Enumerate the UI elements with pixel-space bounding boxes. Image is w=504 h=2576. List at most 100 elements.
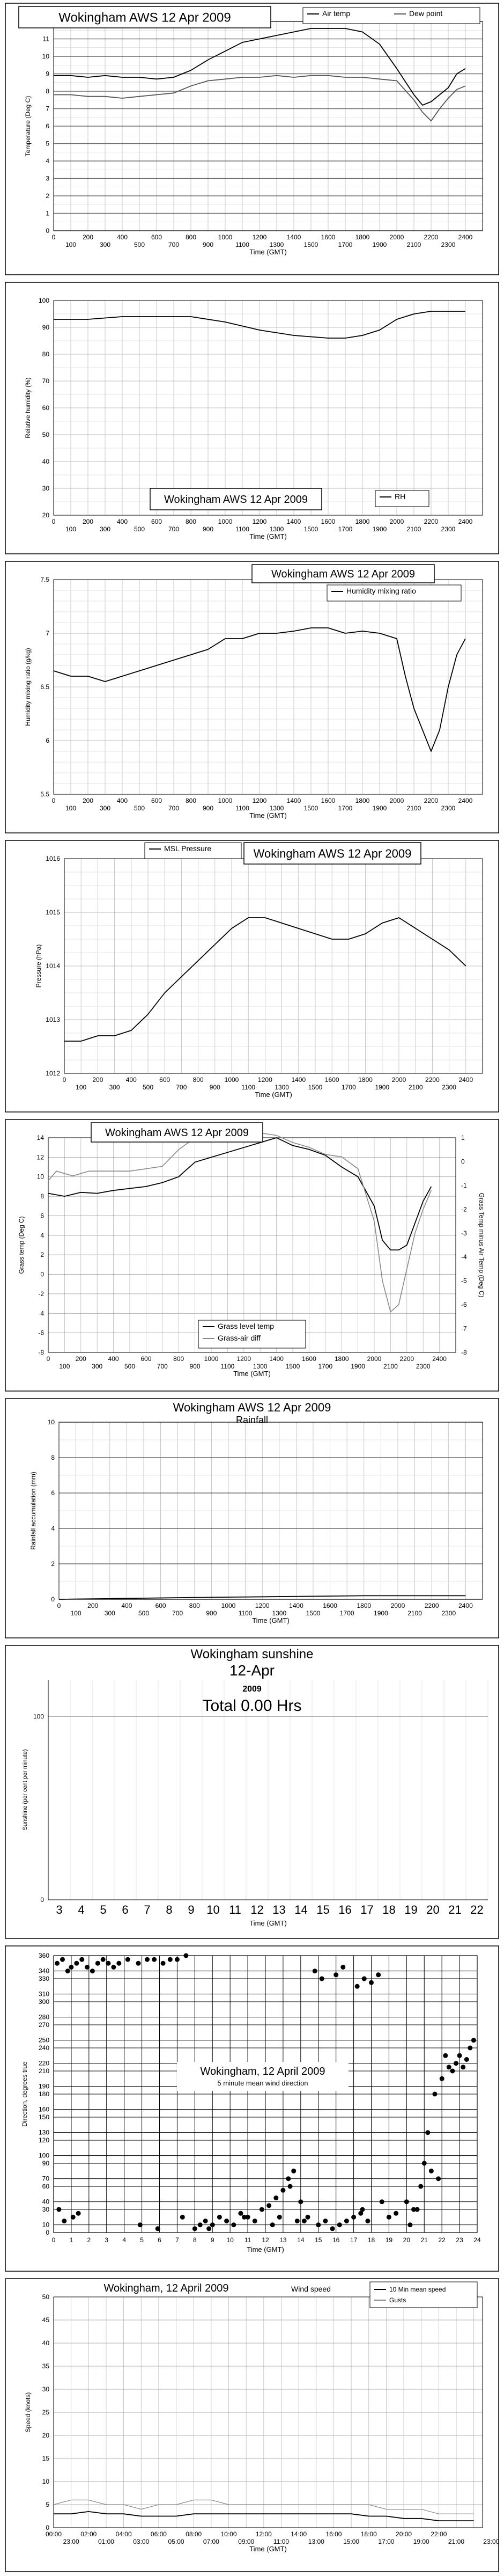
y-tick-label: 11 (43, 35, 50, 43)
x-tick-label: 20 (426, 1903, 439, 1916)
x-tick-label: 8 (193, 2236, 197, 2244)
x-tick-label: 16 (332, 2236, 340, 2244)
x-tick-label: 300 (100, 525, 110, 533)
chart-title: Wokingham AWS 12 Apr 2009 (105, 1127, 249, 1139)
y-tick-label: 1 (46, 210, 49, 217)
x-tick-label: 2300 (441, 1609, 456, 1617)
y-tick-label: 270 (39, 2021, 49, 2029)
x-tick-label: 1200 (258, 1076, 272, 1084)
legend-label: Air temp (322, 9, 350, 18)
legend-box (302, 7, 480, 24)
x-axis-label: Time (GMT) (233, 1370, 271, 1378)
x-tick-label: 600 (155, 1602, 166, 1609)
x-tick-label: 2100 (409, 1084, 423, 1091)
wind-direction-point (206, 2226, 212, 2231)
x-axis-label: Time (GMT) (249, 532, 287, 540)
x-tick-label: 17 (350, 2236, 358, 2244)
chart-subtitle: 5 minute mean wind direction (217, 2079, 308, 2087)
x-tick-label: 1500 (304, 804, 318, 812)
x-tick-label: 400 (117, 233, 128, 241)
x-tick-label: 20:00 (396, 2530, 412, 2538)
wind-direction-point (203, 2219, 208, 2223)
x-tick-label: 100 (76, 1084, 86, 1091)
x-tick-label: 1800 (355, 233, 370, 241)
wind-direction-point (404, 2199, 409, 2205)
x-tick-label: 1100 (235, 804, 249, 812)
y-tick-label: 70 (42, 377, 50, 385)
wind-direction-point (116, 1960, 122, 1966)
wind-direction-point (180, 2214, 185, 2220)
y-tick-label: 7.5 (40, 576, 49, 583)
wind-direction-point (361, 1976, 367, 1981)
x-tick-label: 500 (134, 525, 145, 533)
wind-direction-point (471, 2038, 476, 2043)
x-tick-label: 21 (448, 1903, 461, 1916)
wind-direction-point (421, 2161, 427, 2166)
wind-direction-point (155, 2226, 160, 2231)
x-tick-label: 1400 (287, 797, 301, 804)
wind-direction-point (106, 1960, 111, 1966)
wind-direction-point (259, 2207, 264, 2212)
wind-direction-point (56, 2207, 62, 2212)
x-tick-label: 1800 (335, 1355, 349, 1363)
y-tick-label: 7 (46, 105, 49, 113)
chart-title: Wokingham, 12 April 2009 (103, 2282, 228, 2294)
x-tick-label: 23:00 (483, 2538, 499, 2545)
legend-label: Grass level temp (218, 1322, 274, 1330)
x-tick-label: 05:00 (168, 2538, 184, 2545)
chart-title: Wokingham AWS 12 Apr 2009 (173, 1401, 331, 1414)
y-axis-label: Pressure (hPa) (35, 945, 42, 988)
series-line-0 (64, 917, 466, 1042)
y-tick-label: 130 (39, 2129, 49, 2136)
x-tick-label: 2300 (442, 1084, 456, 1091)
legend-box (375, 490, 429, 507)
y-tick-label: 35 (42, 2362, 50, 2370)
wind-direction-point (369, 1980, 374, 1985)
x-tick-label: 04:00 (116, 2530, 132, 2538)
y-tick-label: 0 (46, 2524, 49, 2531)
y-tick-label: 9 (46, 70, 49, 78)
x-tick-label: 1700 (338, 241, 353, 248)
y-tick-label: 20 (42, 511, 50, 519)
x-tick-label: 11 (229, 1903, 241, 1916)
wind-direction-point (379, 2199, 384, 2205)
x-tick-label: 12:00 (256, 2530, 272, 2538)
y-tick-label: 60 (42, 2183, 50, 2190)
x-tick-label: 18:00 (361, 2530, 377, 2538)
wind-direction-point (344, 2219, 349, 2223)
x-tick-label: 100 (65, 804, 76, 812)
x-tick-label: 100 (59, 1363, 70, 1370)
y-tick-label: 20 (42, 2432, 50, 2439)
x-tick-label: 1900 (373, 804, 387, 812)
series-line-0 (54, 2511, 474, 2521)
x-axis-label: Time (GMT) (252, 1616, 290, 1624)
y-tick-label: 10 (42, 53, 50, 60)
wind-direction-point (464, 2057, 469, 2062)
x-axis-label: Time (GMT) (249, 1919, 287, 1927)
series-line-1 (53, 2499, 474, 2514)
legend-box (198, 1320, 306, 1349)
wind-direction-point (238, 2211, 243, 2216)
series-line-0 (53, 627, 466, 752)
x-tick-label: 2000 (392, 1076, 406, 1084)
wind-direction-point (136, 1960, 141, 1966)
x-tick-label: 1200 (253, 797, 267, 804)
x-tick-label: 200 (83, 797, 93, 804)
x-tick-label: 2400 (458, 518, 473, 525)
x-tick-label: 900 (206, 1609, 217, 1617)
y-tick-label: 190 (39, 2083, 49, 2090)
x-tick-label: 1100 (239, 1609, 253, 1617)
x-tick-label: 1400 (287, 518, 301, 525)
wind-direction-point (319, 1976, 324, 1981)
series-line-0 (54, 28, 466, 106)
x-tick-label: 1900 (373, 241, 387, 248)
y-tick-label: 6 (40, 1212, 44, 1219)
x-tick-label: 1700 (342, 1084, 356, 1091)
y-tick-label: 2 (51, 1560, 55, 1568)
x-tick-label: 09:00 (238, 2538, 254, 2545)
x-tick-label: 1600 (302, 1355, 316, 1363)
wind-direction-point (411, 2207, 416, 2212)
x-tick-label: 2300 (441, 525, 456, 533)
